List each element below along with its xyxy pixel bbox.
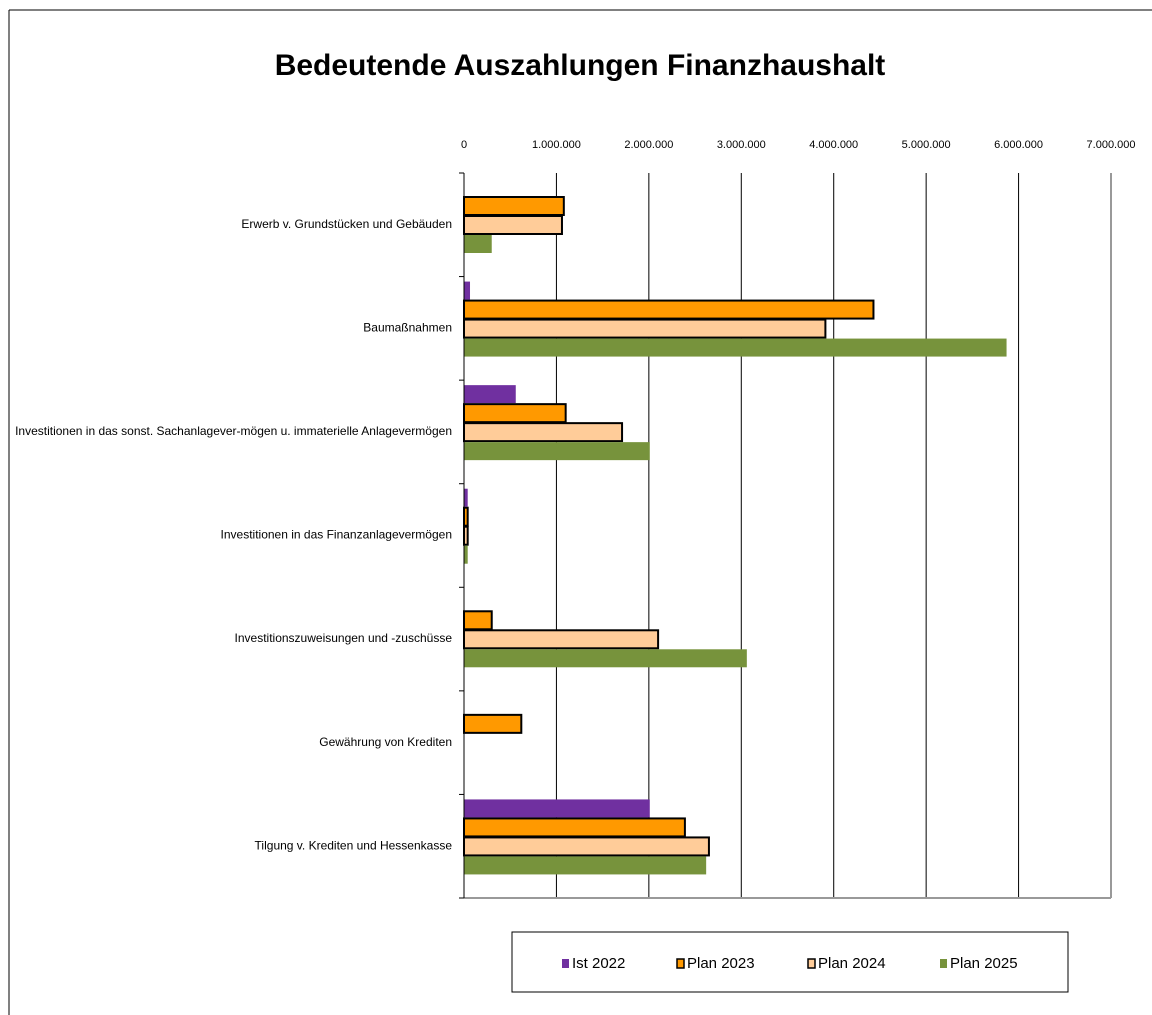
x-tick-label: 0 bbox=[461, 139, 467, 151]
bar bbox=[464, 338, 1007, 357]
bar bbox=[463, 817, 686, 838]
bar bbox=[464, 281, 471, 300]
bar bbox=[464, 442, 650, 461]
bar bbox=[463, 610, 493, 631]
bar bbox=[463, 525, 469, 546]
bar bbox=[464, 488, 468, 507]
y-tick-label: Investitionen in das Finanzanlagevermöge… bbox=[221, 528, 452, 542]
y-tick-label: Investitionszuweisungen und -zuschüsse bbox=[235, 631, 453, 645]
bar bbox=[464, 385, 516, 404]
y-tick-label: Gewährung von Krediten bbox=[319, 735, 452, 749]
bar bbox=[463, 422, 624, 443]
legend-swatch bbox=[807, 958, 816, 969]
y-tick-label: Baumaßnahmen bbox=[363, 321, 452, 335]
bar bbox=[463, 299, 875, 320]
x-tick-label: 3.000.000 bbox=[717, 139, 766, 151]
x-tick-label: 4.000.000 bbox=[809, 139, 858, 151]
y-tick-label: Investitionen in das sonst. Sachanlageve… bbox=[15, 424, 452, 438]
bar bbox=[463, 836, 710, 857]
bar bbox=[463, 403, 567, 424]
legend bbox=[511, 931, 1069, 993]
bar bbox=[463, 318, 827, 339]
bar bbox=[464, 856, 707, 875]
x-tick-label: 6.000.000 bbox=[994, 139, 1043, 151]
x-tick-label: 1.000.000 bbox=[532, 139, 581, 151]
bar bbox=[464, 545, 468, 564]
legend-label: Plan 2024 bbox=[818, 955, 886, 972]
bar bbox=[463, 196, 565, 216]
bar bbox=[464, 649, 747, 668]
bar bbox=[463, 506, 469, 527]
y-tick-label: Tilgung v. Krediten und Hessenkasse bbox=[255, 838, 453, 852]
legend-label: Ist 2022 bbox=[572, 955, 625, 972]
bar bbox=[464, 799, 650, 818]
legend-swatch bbox=[676, 958, 685, 969]
chart-title: Bedeutende Auszahlungen Finanzhaushalt bbox=[275, 49, 886, 82]
bar bbox=[464, 235, 492, 253]
legend-label: Plan 2025 bbox=[950, 955, 1018, 972]
bar bbox=[463, 215, 563, 235]
x-tick-label: 7.000.000 bbox=[1087, 139, 1136, 151]
legend-swatch bbox=[562, 959, 569, 968]
legend-swatch bbox=[940, 959, 947, 968]
y-tick-label: Erwerb v. Grundstücken und Gebäuden bbox=[241, 217, 452, 231]
bar bbox=[463, 713, 523, 734]
x-tick-label: 2.000.000 bbox=[624, 139, 673, 151]
legend-label: Plan 2023 bbox=[687, 955, 755, 972]
bar bbox=[463, 629, 660, 650]
x-tick-label: 5.000.000 bbox=[902, 139, 951, 151]
